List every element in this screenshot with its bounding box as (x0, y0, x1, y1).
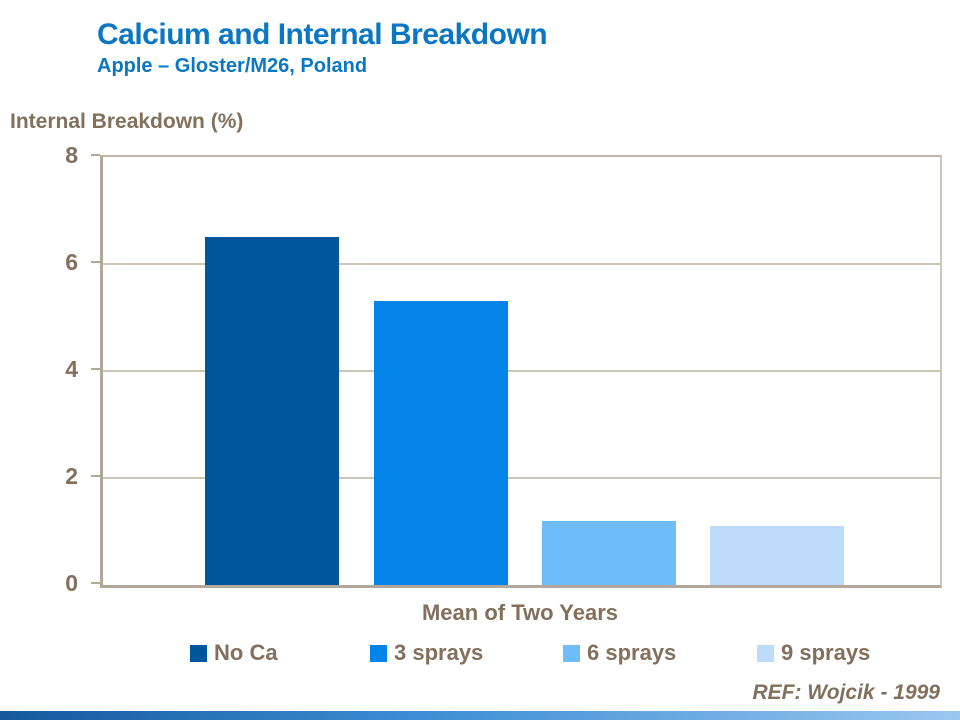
y-tick-label-6: 6 (65, 249, 78, 275)
y-tick-label-8: 8 (65, 142, 78, 168)
plot-area (100, 155, 942, 588)
legend-label: No Ca (214, 640, 278, 665)
footer-decoration-bar (0, 711, 960, 720)
bar-3-sprays (374, 301, 508, 585)
legend-item-3-sprays: 3 sprays (370, 640, 484, 665)
chart-title: Calcium and Internal Breakdown (97, 18, 548, 51)
legend-item-no-ca: No Ca (190, 640, 278, 665)
gridline-y2 (103, 477, 940, 479)
y-tick-label-0: 0 (65, 570, 78, 596)
legend-swatch-icon (563, 644, 580, 662)
bar-no-ca (205, 237, 339, 585)
bar-9-sprays (710, 526, 844, 585)
x-axis-category-label: Mean of Two Years (421, 600, 619, 625)
legend-swatch-icon (370, 644, 387, 662)
y-tick-label-4: 4 (65, 356, 78, 382)
y-tick-mark-2 (91, 475, 100, 477)
bar-6-sprays (542, 521, 676, 585)
legend-swatch-icon (190, 644, 207, 662)
legend-swatch-icon (757, 644, 774, 662)
legend-label: 9 sprays (781, 640, 871, 665)
slide-header: Calcium and Internal Breakdown Apple – G… (97, 18, 917, 78)
y-tick-mark-8 (91, 154, 100, 156)
reference-note: REF: Wojcik - 1999 (752, 681, 940, 704)
y-tick-mark-6 (91, 261, 100, 263)
legend-item-6-sprays: 6 sprays (563, 640, 677, 665)
gridline-y4 (103, 370, 940, 372)
y-tick-label-2: 2 (65, 463, 78, 489)
chart-subtitle: Apple – Gloster/M26, Poland (97, 55, 368, 77)
y-tick-mark-4 (91, 368, 100, 370)
y-axis-title: Internal Breakdown (%) (10, 110, 244, 133)
legend-label: 6 sprays (587, 640, 677, 665)
y-tick-mark-0 (91, 582, 100, 584)
gridline-y6 (103, 263, 940, 265)
legend-item-9-sprays: 9 sprays (757, 640, 871, 665)
legend-label: 3 sprays (394, 640, 484, 665)
